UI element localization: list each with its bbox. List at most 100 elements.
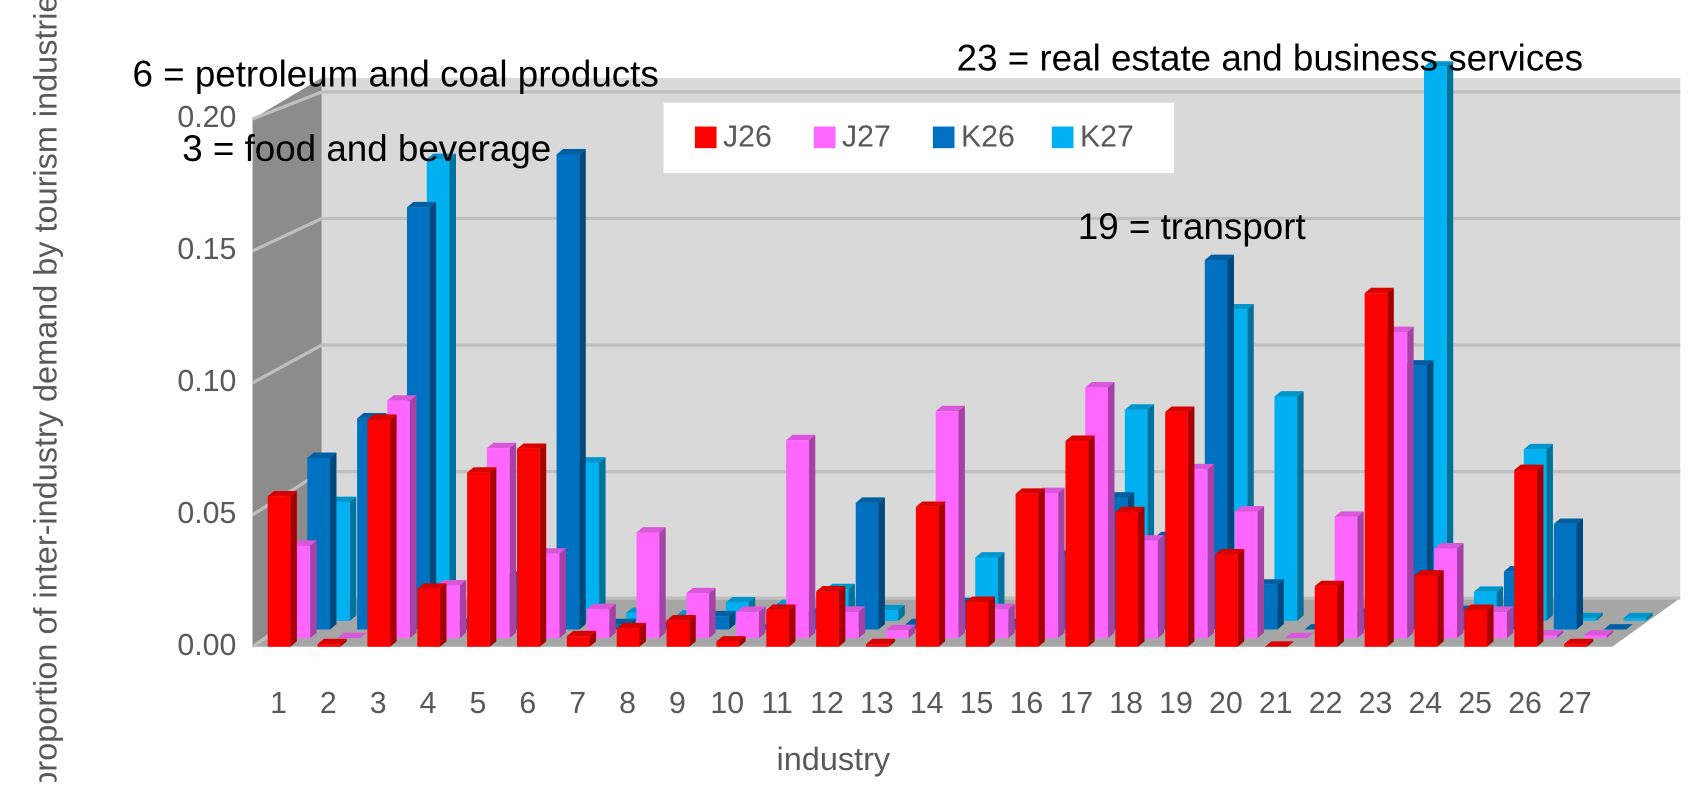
x-tick-label: 12 <box>810 687 844 720</box>
bar-side <box>1487 604 1494 647</box>
bar-top <box>1603 624 1633 630</box>
grid-line <box>251 216 1681 253</box>
bar-side <box>489 467 497 647</box>
bar-top <box>367 414 397 420</box>
bar-side <box>1457 543 1464 639</box>
bar-side <box>1257 506 1265 639</box>
bar-top <box>1215 549 1245 555</box>
bar-top <box>1065 435 1095 441</box>
x-tick-label: 7 <box>569 687 586 720</box>
x-tick-label: 20 <box>1209 687 1243 720</box>
y-tick-label: 0.15 <box>177 233 236 266</box>
bar-top <box>725 596 756 603</box>
bar <box>915 506 939 647</box>
bar-side <box>539 443 547 647</box>
bar <box>786 440 809 639</box>
bar <box>367 419 391 647</box>
bar-side <box>858 606 866 639</box>
bar-side <box>459 579 467 639</box>
x-tick-label: 22 <box>1309 687 1343 720</box>
x-tick-label: 8 <box>619 687 636 720</box>
bar-top <box>975 552 1005 558</box>
bar <box>816 591 839 647</box>
bar-side <box>1088 435 1095 647</box>
bar-side <box>1546 443 1553 621</box>
bar-top <box>417 583 447 589</box>
bar-side <box>789 604 796 647</box>
bar-top <box>516 443 547 449</box>
bar <box>866 644 889 647</box>
annotation: 3 = food and beverage <box>182 128 551 169</box>
bar-top <box>935 405 965 412</box>
bar-side <box>1297 391 1304 621</box>
bar <box>1573 618 1597 621</box>
bar-top <box>766 604 796 610</box>
bar <box>1115 512 1139 647</box>
bar-top <box>1264 641 1295 647</box>
bar <box>616 628 640 647</box>
bar <box>766 609 790 647</box>
bar-top <box>866 638 896 645</box>
bar-top <box>1234 506 1265 512</box>
bar-side <box>589 630 597 647</box>
bar-top <box>406 201 437 208</box>
bar-side <box>1586 638 1594 647</box>
x-tick-label: 18 <box>1109 687 1143 720</box>
bar-side <box>1506 606 1514 639</box>
bar <box>1274 396 1298 621</box>
bar-top <box>566 630 597 637</box>
bar <box>855 502 879 630</box>
bar-top <box>1564 638 1594 645</box>
x-tick-label: 2 <box>320 687 337 720</box>
bar-side <box>808 434 816 639</box>
bar <box>1215 554 1238 647</box>
bar <box>606 624 630 630</box>
bar-top <box>1085 382 1115 388</box>
bar <box>736 611 759 639</box>
legend-swatch <box>694 126 717 149</box>
bar-side <box>1038 488 1045 647</box>
legend-swatch <box>813 126 836 149</box>
bar-top <box>556 149 586 155</box>
bar-top <box>1124 404 1155 410</box>
x-tick-label: 4 <box>420 687 437 720</box>
bar-side <box>1237 549 1245 647</box>
bar-side <box>758 606 766 639</box>
x-tick-label: 10 <box>710 687 744 720</box>
bar <box>885 630 909 639</box>
x-tick-label: 13 <box>860 687 894 720</box>
bar <box>516 448 540 647</box>
bar <box>716 641 740 647</box>
annotation: 19 = transport <box>1078 206 1306 247</box>
bar-side <box>310 540 317 639</box>
bar-side <box>958 405 965 639</box>
bar-top <box>1424 61 1454 67</box>
bar-top <box>1334 511 1364 517</box>
bar-top <box>915 501 946 507</box>
x-tick-label: 24 <box>1408 687 1442 720</box>
legend-swatch <box>1051 126 1074 149</box>
bar-side <box>639 622 646 647</box>
bar-side <box>390 414 397 647</box>
bar-side <box>290 490 297 647</box>
bar-side <box>1437 570 1444 647</box>
bar-side <box>1556 630 1564 639</box>
bar <box>556 154 580 630</box>
x-tick-label: 6 <box>519 687 536 720</box>
bar-side <box>1207 463 1215 639</box>
bar-side <box>1387 287 1394 647</box>
bar-top <box>1434 543 1464 549</box>
bar <box>1065 440 1089 647</box>
bar <box>1534 635 1557 639</box>
bar-side <box>1337 580 1344 647</box>
bar <box>965 601 989 647</box>
bar-side <box>1606 630 1614 639</box>
bar-top <box>1523 443 1553 450</box>
bar-top <box>1464 604 1494 610</box>
bar-side <box>689 615 696 647</box>
y-tick-label: 0.00 <box>177 629 236 662</box>
x-tick-label: 21 <box>1259 687 1293 720</box>
bar-side <box>1407 326 1414 639</box>
bar-top <box>337 632 367 639</box>
